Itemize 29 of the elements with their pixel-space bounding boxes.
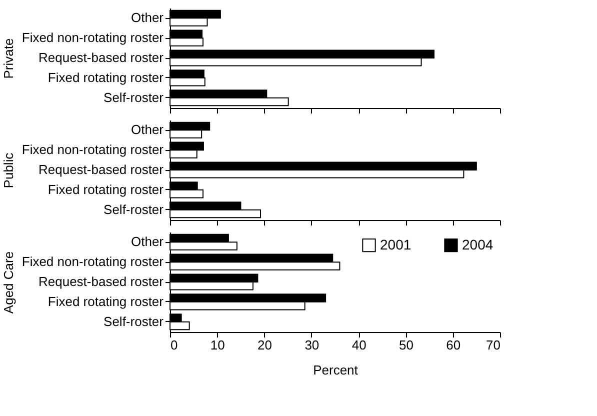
x-tick-label: 10: [210, 338, 225, 352]
y-axis-title: Public: [0, 152, 16, 188]
y-tick-label: Fixed non-rotating roster: [22, 30, 164, 46]
x-tick-label: 70: [486, 338, 500, 352]
y-tick-label: Fixed non-rotating roster: [22, 142, 164, 158]
y-axis-title: Private: [0, 38, 16, 79]
x-tick-label: 20: [258, 338, 272, 352]
y-tick-label: Self-roster: [104, 90, 164, 105]
legend-label: 2001: [380, 236, 412, 252]
y-tick-label: Fixed rotating roster: [48, 70, 164, 85]
y-tick-label: Fixed rotating roster: [48, 182, 164, 197]
y-tick-label: Request-based roster: [38, 274, 164, 289]
y-tick-label: Self-roster: [104, 314, 164, 329]
y-tick-label: Fixed rotating roster: [48, 294, 164, 309]
legend-label: 2004: [462, 236, 494, 252]
y-axis-title: Aged Care: [0, 251, 16, 314]
y-tick-label: Self-roster: [104, 202, 164, 217]
y-tick-label: Fixed non-rotating roster: [22, 254, 164, 270]
y-tick-label: Request-based roster: [38, 162, 164, 177]
y-tick-label: Other: [130, 10, 164, 26]
y-tick-label: Other: [130, 122, 164, 138]
y-tick-label: Request-based roster: [38, 50, 164, 65]
x-tick-label: 40: [352, 338, 366, 352]
x-tick-label: 30: [304, 338, 320, 352]
x-tick-label: 50: [398, 338, 414, 352]
y-tick-label: Other: [130, 234, 164, 250]
x-axis-title: Percent: [313, 362, 358, 378]
x-tick-label: 60: [446, 338, 461, 352]
x-tick-label: 0: [170, 338, 178, 352]
